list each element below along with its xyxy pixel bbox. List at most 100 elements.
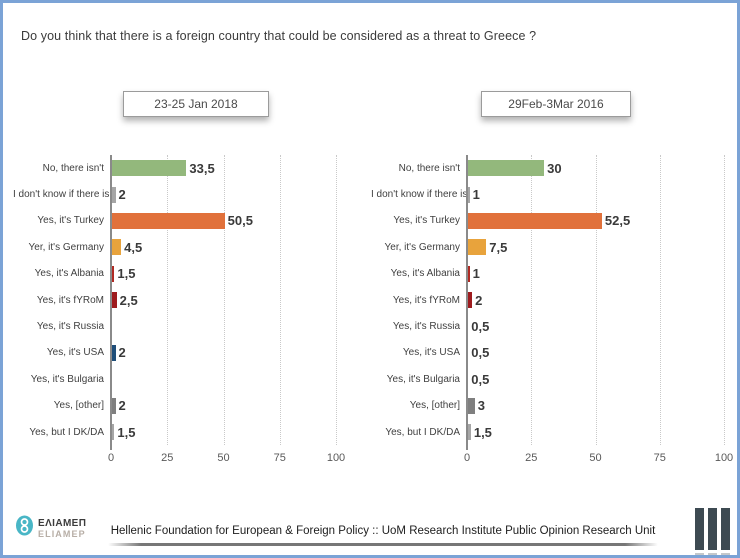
category-label: I don't know if there is	[13, 189, 110, 201]
eliamep-logo-text: ΕΛΙΑΜΕΠ ELIAMEP	[38, 518, 86, 539]
chart-row: Yes, it's Albania 1	[371, 261, 737, 287]
chart-row: No, there isn't 30	[371, 155, 737, 181]
bar	[467, 160, 545, 177]
chart-row: Yer, it's Germany 4,5	[13, 234, 403, 260]
bar-chart-2018: 0 25 50 75 100 No, there isn't 33,5 I don't kno…	[13, 155, 403, 485]
category-label: Yer, it's Germany	[28, 241, 104, 253]
category-label: Yer, it's Germany	[384, 241, 460, 253]
chart-row: Yes, it's USA 0,5	[371, 340, 737, 366]
chart-row: I don't know if there is 1	[371, 181, 737, 207]
chart-row: No, there isn't 33,5	[13, 155, 403, 181]
category-label: Yes, it's fYRoM	[392, 294, 460, 306]
bar	[467, 186, 470, 203]
bar-value-label: 2	[475, 292, 483, 308]
bar	[467, 292, 473, 309]
bar	[467, 424, 471, 441]
bar-value-label: 50,5	[227, 213, 253, 229]
eliamep-logo: ΕΛΙΑΜΕΠ ELIAMEP	[15, 515, 86, 541]
chart-row: Yes, it's fYRoM 2	[371, 287, 737, 313]
chart-row: Yer, it's Germany 7,5	[371, 234, 737, 260]
category-label: Yes, it's USA	[46, 347, 104, 359]
eliamep-logo-icon	[15, 515, 34, 541]
gridline	[724, 155, 725, 446]
x-axis-tick-label: 25	[161, 452, 174, 465]
bar	[111, 397, 116, 414]
bar-value-label: 0,5	[471, 319, 490, 335]
bar	[111, 292, 117, 309]
uom-logo	[695, 508, 730, 555]
gridline	[223, 155, 225, 446]
chart-row: Yes, it's Bulgaria 0,5	[371, 366, 737, 392]
bar	[467, 212, 602, 229]
category-label: Yes, it's Turkey	[37, 215, 104, 227]
eliamep-greek-label: ΕΛΙΑΜΕΠ	[38, 517, 87, 529]
chart-row: Yes, it's Russia	[13, 313, 403, 339]
uom-logo-bar	[695, 508, 704, 555]
bar-value-label: 2	[118, 187, 126, 203]
footer-divider	[108, 543, 658, 546]
bar	[111, 344, 116, 361]
chart-row: Yes, but I DK/DA 1,5	[371, 419, 737, 445]
gridline	[336, 155, 337, 446]
bar	[111, 424, 115, 441]
chart-row: Yes, it's fYRoM 2,5	[13, 287, 403, 313]
bar-value-label: 52,5	[604, 213, 631, 229]
x-axis-tick-label: 100	[714, 452, 734, 465]
bar-value-label: 2	[118, 398, 126, 414]
bar-value-label: 1,5	[473, 424, 492, 440]
category-label: No, there isn't	[42, 162, 104, 174]
chart-row: Yes, it's Turkey 52,5	[371, 208, 737, 234]
bar-value-label: 2	[118, 345, 126, 361]
category-label: Yes, but I DK/DA	[385, 426, 460, 438]
x-axis-tick-label: 75	[653, 452, 666, 465]
x-axis-tick-label: 50	[589, 452, 602, 465]
bar-value-label: 1,5	[117, 266, 136, 282]
bar	[111, 186, 116, 203]
category-label: Yes, it's fYRoM	[36, 294, 104, 306]
x-axis-tick-label: 0	[463, 452, 471, 465]
category-label: Yes, it's Russia	[392, 321, 460, 333]
bar	[111, 212, 225, 229]
gridline	[531, 155, 533, 446]
x-axis-tick-label: 100	[326, 452, 346, 465]
bar-value-label: 1	[472, 187, 480, 203]
category-label: No, there isn't	[398, 162, 460, 174]
bar-value-label: 3	[477, 398, 485, 414]
bar-value-label: 4,5	[124, 239, 143, 255]
chart-row: Yes, it's Bulgaria	[13, 366, 403, 392]
chart-row: Yes, [other] 3	[371, 393, 737, 419]
bar-value-label: 1,5	[117, 424, 136, 440]
chart-row: Yes, it's USA 2	[13, 340, 403, 366]
bar	[467, 239, 487, 256]
date-label-2016: 29Feb-3Mar 2016	[481, 91, 631, 117]
chart-row: Yes, it's Turkey 50,5	[13, 208, 403, 234]
category-label: Yes, [other]	[409, 400, 460, 412]
chart-row: Yes, [other] 2	[13, 393, 403, 419]
bar	[111, 265, 115, 282]
chart-row: Yes, but I DK/DA 1,5	[13, 419, 403, 445]
bar-value-label: 33,5	[189, 160, 215, 176]
x-axis-tick-label: 50	[217, 452, 230, 465]
gridline	[279, 155, 281, 446]
category-label: Yes, it's Bulgaria	[30, 373, 104, 385]
bar	[467, 397, 475, 414]
eliamep-latin-label: ELIAMEP	[38, 528, 86, 539]
bar-value-label: 7,5	[489, 239, 508, 255]
category-label: Yes, [other]	[53, 400, 104, 412]
footer-credit-text: Hellenic Foundation for European & Forei…	[110, 525, 656, 537]
bar-value-label: 0,5	[471, 371, 490, 387]
bar-chart-2016: 0 25 50 75 100 No, there isn't 30 I don't know …	[371, 155, 737, 485]
category-label: Yes, but I DK/DA	[29, 426, 104, 438]
category-label: Yes, it's USA	[402, 347, 460, 359]
category-label: I don't know if there is	[371, 189, 468, 201]
bar	[111, 239, 122, 256]
uom-logo-bar	[721, 508, 730, 555]
bar-value-label: 1	[472, 266, 480, 282]
category-label: Yes, it's Turkey	[393, 215, 460, 227]
gridline	[595, 155, 597, 446]
category-label: Yes, it's Bulgaria	[386, 373, 460, 385]
page-title: Do you think that there is a foreign cou…	[21, 29, 537, 43]
category-label: Yes, it's Russia	[36, 321, 104, 333]
gridline	[167, 155, 169, 446]
